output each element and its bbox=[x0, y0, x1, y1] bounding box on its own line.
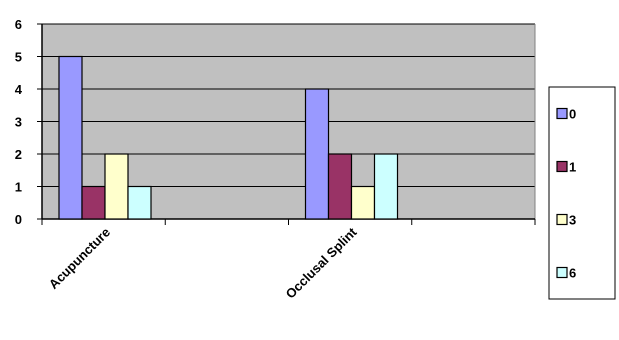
bar-acupuncture-series-6 bbox=[127, 185, 152, 220]
legend-swatch-1 bbox=[556, 160, 568, 173]
y-tick-label: 1 bbox=[15, 180, 22, 195]
bar-acupuncture-series-0 bbox=[58, 55, 83, 220]
bar-acupuncture-series-1 bbox=[81, 185, 106, 220]
x-category-label: Occlusal Splint bbox=[283, 224, 360, 301]
legend-swatch-0 bbox=[556, 107, 568, 120]
y-tick-label: 6 bbox=[15, 17, 22, 32]
bar-occlusal-splint-series-6 bbox=[373, 153, 399, 220]
legend-box bbox=[548, 86, 616, 300]
y-tick-label: 0 bbox=[15, 212, 22, 227]
y-tick-label: 5 bbox=[15, 50, 22, 65]
y-tick-label: 4 bbox=[15, 82, 23, 97]
legend-label-6: 6 bbox=[569, 266, 576, 281]
legend-swatch-3 bbox=[556, 213, 568, 226]
legend-swatch-6 bbox=[556, 266, 568, 279]
bar-occlusal-splint-series-0 bbox=[304, 88, 330, 220]
legend-label-1: 1 bbox=[569, 160, 576, 175]
legend-label-0: 0 bbox=[569, 107, 576, 122]
bar-acupuncture-series-3 bbox=[104, 153, 129, 220]
legend-label-3: 3 bbox=[569, 213, 576, 228]
bar-occlusal-splint-series-3 bbox=[350, 185, 376, 220]
y-tick-label: 2 bbox=[15, 147, 22, 162]
y-tick-label: 3 bbox=[15, 115, 22, 130]
x-category-label: Acupuncture bbox=[46, 225, 113, 292]
bar-occlusal-splint-series-1 bbox=[327, 153, 353, 220]
